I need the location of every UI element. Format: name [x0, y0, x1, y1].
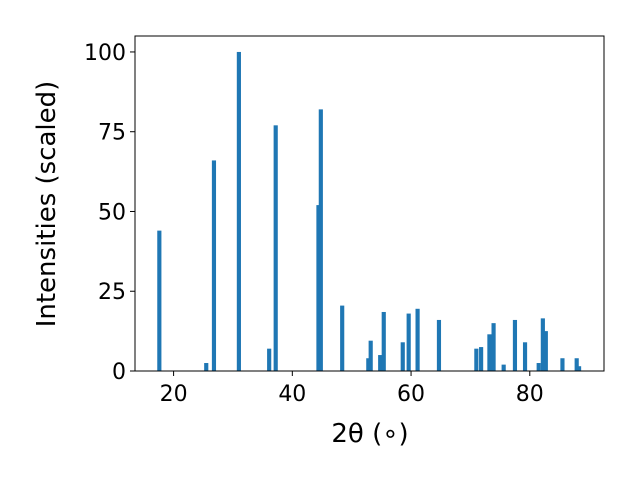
x-tick-label: 20: [160, 382, 188, 407]
x-axis: 20 40 60 80: [160, 371, 544, 407]
bar: [436, 319, 442, 371]
bar: [522, 342, 528, 371]
bar: [487, 334, 492, 371]
bar: [406, 313, 411, 371]
bar: [366, 358, 371, 371]
y-tick-label: 75: [98, 121, 126, 146]
y-axis-label: Intensities (scaled): [32, 81, 62, 328]
bar: [479, 347, 484, 371]
x-tick-label: 60: [397, 382, 425, 407]
x-axis-label: 2θ (∘): [331, 419, 408, 449]
bar: [560, 358, 565, 371]
bar: [512, 319, 518, 371]
y-tick-label: 50: [98, 200, 126, 225]
bar: [400, 342, 405, 371]
bar: [318, 109, 323, 371]
bar: [381, 311, 386, 371]
bar: [501, 364, 506, 371]
bar: [543, 331, 548, 371]
bar: [316, 205, 321, 371]
bar: [204, 363, 209, 371]
y-axis: 0 25 50 75 100: [84, 41, 135, 385]
bar: [576, 366, 582, 371]
y-tick-label: 100: [84, 41, 126, 66]
bar: [273, 125, 278, 371]
bar: [491, 323, 496, 371]
bar: [368, 340, 373, 371]
bar: [536, 363, 541, 371]
bar: [474, 348, 479, 371]
bar: [267, 348, 272, 371]
y-tick-label: 25: [98, 280, 126, 305]
y-tick-label: 0: [112, 360, 126, 385]
bar: [236, 51, 241, 371]
bar: [340, 305, 345, 371]
bar: [157, 230, 162, 371]
bar: [540, 318, 545, 371]
x-tick-label: 40: [278, 382, 306, 407]
bar: [574, 358, 579, 371]
bar: [211, 160, 217, 371]
x-tick-label: 80: [516, 382, 544, 407]
plot-frame: [134, 35, 605, 372]
bar-series: [157, 51, 582, 371]
bar: [378, 355, 383, 371]
bar: [415, 308, 420, 371]
